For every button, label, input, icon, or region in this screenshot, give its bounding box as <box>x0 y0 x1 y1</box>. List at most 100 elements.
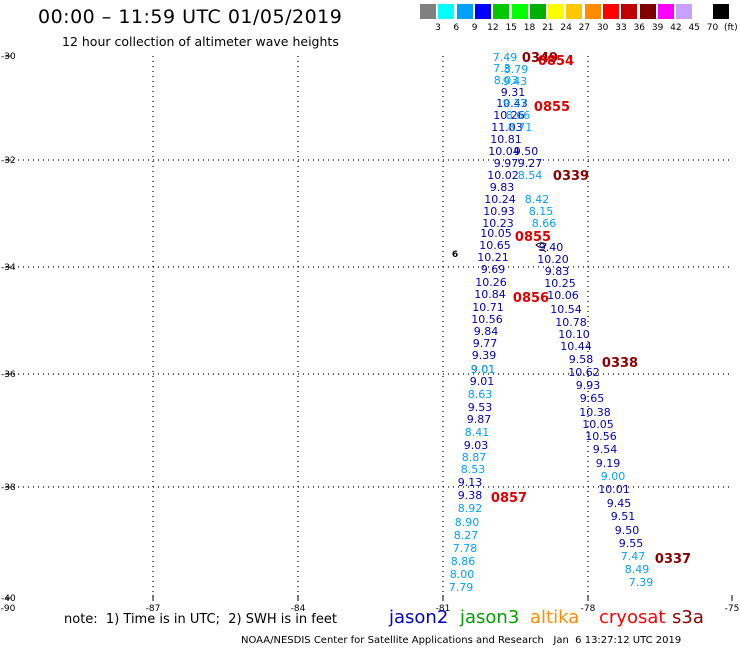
jason2-swh-label: 10.05 <box>480 227 512 240</box>
jason2-swh-label: 10.25 <box>544 277 576 290</box>
jason2-swh-label: 10.62 <box>568 366 600 379</box>
jason2-swh-label: 9.84 <box>474 325 499 338</box>
x-tick-label: -75 <box>725 604 740 614</box>
legend-swatch <box>639 4 656 19</box>
legend-label: 70 <box>706 23 719 33</box>
map-subtitle: 12 hour collection of altimeter wave hei… <box>62 34 339 49</box>
island-outline <box>538 249 547 253</box>
jason2-swh-label: 10.26 <box>475 276 507 289</box>
y-tick-label: -36 <box>1 370 16 380</box>
map-title: 00:00 – 11:59 UTC 01/05/2019 <box>38 6 343 28</box>
legend-swatch <box>548 4 565 19</box>
jason2-swh-label: 10.01 <box>598 483 630 496</box>
jason2-swh-label: 9.93 <box>576 379 601 392</box>
altimeter-swh-label: 7.78 <box>453 542 478 555</box>
altimeter-swh-label: 8.71 <box>508 121 533 134</box>
x-tick-label: -90 <box>1 604 16 614</box>
altimeter-swh-label: 8.54 <box>518 169 543 182</box>
jason2-swh-label: 10.54 <box>550 303 582 316</box>
legend-label: 15 <box>505 23 517 33</box>
legend-label: 30 <box>596 23 609 33</box>
jason2-swh-label: 10.02 <box>487 169 519 182</box>
x-tick-label: -81 <box>436 604 451 614</box>
legend-swatch <box>676 4 693 19</box>
altimeter-swh-label: 9.37 <box>503 97 528 110</box>
legend-label: 9 <box>471 23 478 33</box>
altimeter-swh-label: 7.49 <box>493 51 518 64</box>
legend-label: 42 <box>670 23 682 33</box>
jason2-swh-label: 9.45 <box>607 497 632 510</box>
jason2-swh-label: 9.58 <box>569 353 594 366</box>
jason2-swh-label: 9.31 <box>501 86 526 99</box>
legend-label: 6 <box>453 23 460 33</box>
jason2-swh-label: 9.40 <box>539 241 564 254</box>
altimeter-swh-label: 8.79 <box>504 63 529 76</box>
pass-time-label: 0856 <box>513 291 549 306</box>
legend-swatch <box>474 4 491 19</box>
jason2-swh-label: 9.77 <box>473 337 498 350</box>
jason2-swh-label: 10.05 <box>582 418 614 431</box>
altimeter-swh-label: 8.42 <box>525 193 550 206</box>
legend-swatch <box>438 4 455 19</box>
jason2-swh-label: 9.01 <box>470 375 495 388</box>
jason2-swh-label: 10.20 <box>537 253 569 266</box>
jason2-swh-label: 9.83 <box>545 265 570 278</box>
jason2-swh-label: 9.51 <box>611 510 636 523</box>
y-tick-label: -38 <box>1 483 16 493</box>
jason2-swh-label: 10.84 <box>474 288 506 301</box>
jason2-swh-label: 10.38 <box>579 406 611 419</box>
altimeter-swh-label: 7.79 <box>449 581 474 594</box>
jason2-swh-label: 9.03 <box>464 439 489 452</box>
legend-swatch <box>456 4 473 19</box>
x-tick-label: -87 <box>146 604 161 614</box>
jason2-swh-label: 9.13 <box>458 476 483 489</box>
jason2-swh-label: 9.65 <box>580 392 605 405</box>
altimeter-swh-label: 8.86 <box>451 555 476 568</box>
x-tick-label: -78 <box>581 604 596 614</box>
altimeter-swh-label: 7.3 <box>493 62 511 75</box>
pass-time-label: 0854 <box>538 54 574 69</box>
jason2-swh-label: 10.43 <box>496 97 528 110</box>
legend-label: 12 <box>487 23 499 33</box>
altimeter-swh-label: 8.03 <box>494 74 519 87</box>
jason2-swh-label: 9.55 <box>619 537 644 550</box>
satellite-altika: altika <box>530 607 580 628</box>
legend-label: 3 <box>435 23 441 33</box>
altimeter-swh-label: 8.87 <box>462 451 487 464</box>
jason2-swh-label: 10.44 <box>560 340 592 353</box>
altimeter-swh-label: 8.15 <box>529 205 554 218</box>
jason2-swh-label: 9.38 <box>458 489 483 502</box>
jason2-swh-label: 9.27 <box>518 157 543 170</box>
altimeter-swh-label: 8.92 <box>458 502 483 515</box>
altimeter-swh-label: 8.63 <box>468 388 493 401</box>
altimeter-swh-label: 7.47 <box>621 550 646 563</box>
jason2-swh-label: 9.01 <box>471 363 496 376</box>
legend-label: 33 <box>615 23 627 33</box>
jason2-swh-label: 10.24 <box>484 193 516 206</box>
legend-swatch <box>603 4 619 19</box>
legend-swatch <box>694 4 711 19</box>
jason2-swh-label: 10.21 <box>477 251 509 264</box>
jason2-swh-label: 9.39 <box>472 349 497 362</box>
jason2-swh-label: 9.50 <box>615 524 640 537</box>
legend-label: 18 <box>523 23 536 33</box>
satellite-jason2: jason2 <box>389 607 449 628</box>
units-note: note: 1) Time is in UTC; 2) SWH is in fe… <box>64 612 337 627</box>
altimeter-swh-label: 9.00 <box>601 470 626 483</box>
satellite-jason3: jason3 <box>460 607 520 628</box>
jason2-swh-label: 10.65 <box>479 239 511 252</box>
legend-label: 24 <box>560 23 572 33</box>
pass-time-label: 0349 <box>522 51 558 66</box>
jason2-swh-label: 10.71 <box>472 301 504 314</box>
legend-swatch <box>657 4 674 19</box>
satellite-s3a: s3a <box>672 607 704 628</box>
altimeter-swh-label: 8.41 <box>465 426 490 439</box>
jason2-swh-label: 10.26 <box>493 109 525 122</box>
jason2-swh-label: 10.23 <box>482 217 514 230</box>
jason2-swh-label: 9.97 <box>494 157 519 170</box>
jason2-swh-label: 9.19 <box>596 457 621 470</box>
credit-line: NOAA/NESDIS Center for Satellite Applica… <box>241 635 682 646</box>
legend-label: 36 <box>633 23 646 33</box>
altimeter-swh-label: 8.66 <box>506 109 531 122</box>
